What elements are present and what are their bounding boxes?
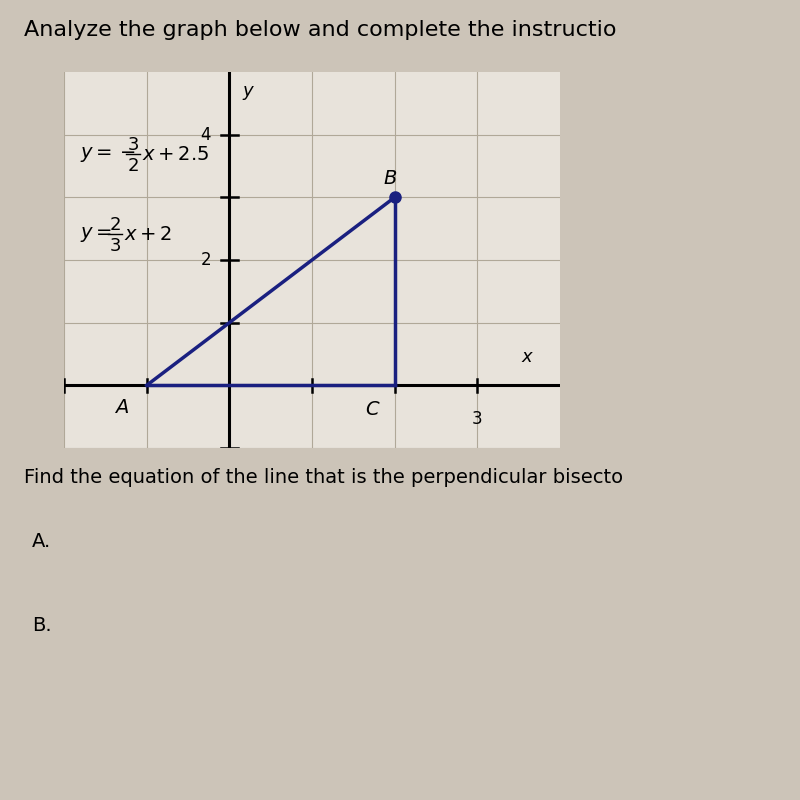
Text: B.: B. xyxy=(32,616,52,635)
Text: 2: 2 xyxy=(127,157,138,175)
Text: x: x xyxy=(522,348,532,366)
Text: $y = $: $y = $ xyxy=(80,226,112,245)
Text: 4: 4 xyxy=(201,126,211,144)
Text: 2: 2 xyxy=(201,251,211,269)
Text: 3: 3 xyxy=(472,410,482,429)
Text: 2: 2 xyxy=(110,216,121,234)
Text: $x + 2$: $x + 2$ xyxy=(124,226,172,245)
Text: $x + 2.5$: $x + 2.5$ xyxy=(142,146,210,165)
Text: 3: 3 xyxy=(127,136,138,154)
Text: A: A xyxy=(115,398,129,417)
Text: y: y xyxy=(242,82,253,100)
Text: C: C xyxy=(365,400,378,418)
Text: Find the equation of the line that is the perpendicular bisecto: Find the equation of the line that is th… xyxy=(24,468,623,487)
Text: 3: 3 xyxy=(110,237,121,255)
Text: Analyze the graph below and complete the instructio: Analyze the graph below and complete the… xyxy=(24,20,617,40)
Text: B: B xyxy=(384,169,398,188)
Text: A.: A. xyxy=(32,532,51,551)
Text: $y = -$: $y = -$ xyxy=(80,146,136,165)
